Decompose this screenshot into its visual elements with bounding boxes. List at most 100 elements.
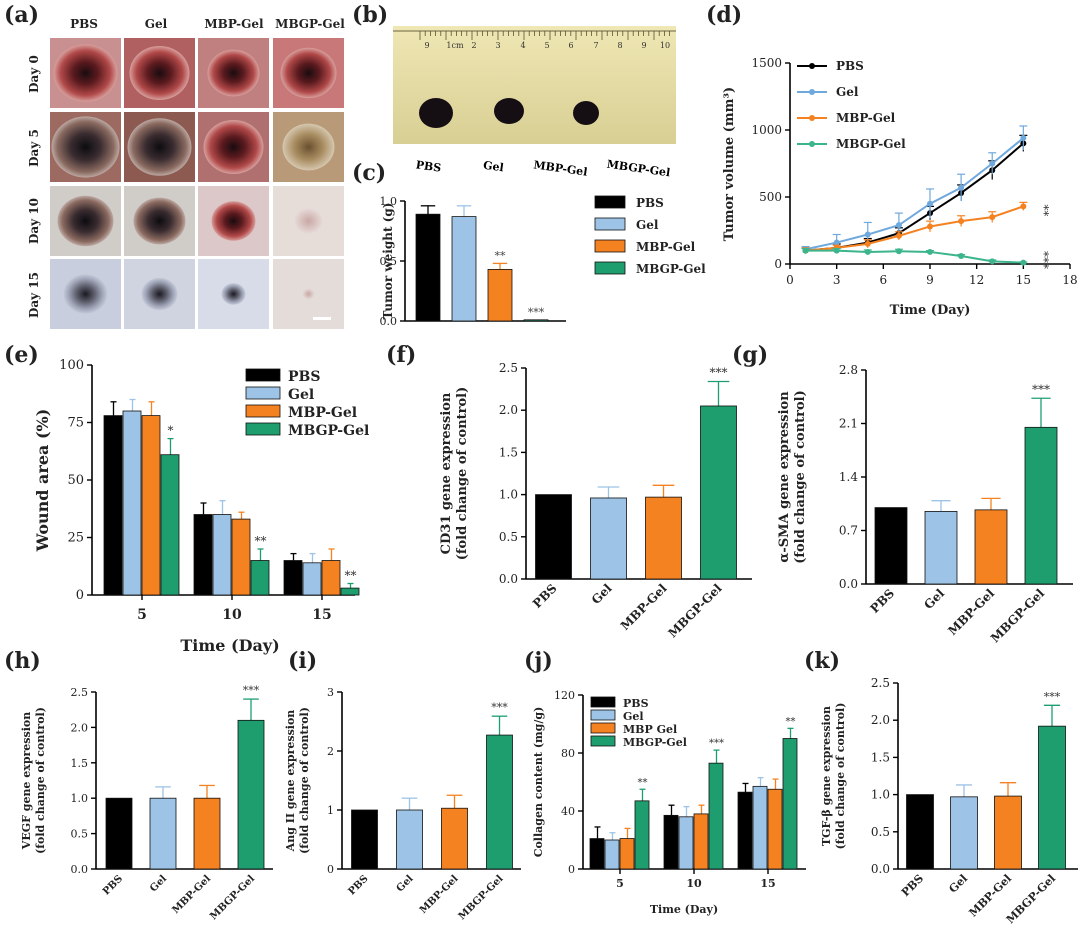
y-axis-label-sub: (fold change of control) [834, 703, 847, 850]
y-tick-label: 2.5 [871, 676, 890, 690]
significance-label: * [168, 424, 174, 438]
y-tick-label: 0.0 [71, 863, 89, 876]
legend-label-pbs: PBS [836, 59, 864, 73]
ruler-label: 9 [641, 41, 646, 50]
bar-mbp-gel [994, 795, 1022, 870]
y-tick-label: 25 [67, 531, 84, 546]
bar-mbp-gel [974, 509, 1008, 585]
y-tick-label: 0.5 [380, 255, 398, 268]
data-point-mbgp-gel [802, 247, 809, 254]
legend-label-mbgp-gel: MBGP-Gel [636, 262, 706, 276]
ruler-photo: 9 1cm 2 3 4 5 6 7 8 9 10 PBS Gel MBP-Gel MBGP-Gel [393, 26, 676, 179]
legend-label-pbs: PBS [623, 697, 649, 710]
legend-swatch-gel [245, 386, 281, 400]
photo-day-5-mbgp-gel-wound [282, 123, 335, 171]
data-point-mbgp-gel [1020, 259, 1027, 266]
series-line-gel [805, 137, 1024, 251]
bar-mbgp-gel [700, 405, 737, 580]
x-tick-label: 10 [222, 607, 242, 623]
legend-swatch-pbs [594, 195, 626, 209]
y-tick-label: 1.0 [380, 195, 398, 208]
significance-label: ** [786, 716, 796, 727]
x-tick-label: 6 [880, 273, 888, 287]
y-axis-label: α-SMA gene expression [777, 391, 792, 563]
photo-day-0-gel-wound [129, 46, 190, 100]
bar-mbp-gel-day-5 [141, 415, 161, 596]
x-tick-label-gel: Gel [395, 873, 416, 894]
y-tick-label: 1.4 [839, 470, 858, 484]
chart-d: 0 500 1000 1500 0 3 6 9 12 15 18 PBS Gel MBP-Gel MBGP-… [722, 56, 1078, 318]
bar-gel-day-15 [752, 785, 768, 870]
y-tick-label: 1000 [751, 123, 782, 137]
bar-pbs [906, 794, 934, 870]
ruler-sample-mbgp-gel: MBGP-Gel [606, 158, 671, 180]
y-axis-label: TGF-β gene expression [820, 706, 833, 846]
legend-label-mbp-gel: MBP-Gel [636, 240, 696, 254]
y-tick-label: 0 [568, 863, 575, 876]
y-tick-label: 1.0 [499, 488, 518, 502]
series-line-mbgp-gel [805, 249, 1024, 264]
bar-pbs-day-5 [103, 415, 123, 596]
photo-day-10-mbgp-gel-wound [294, 208, 323, 234]
bar-pbs [874, 507, 908, 585]
y-tick-label: 2.0 [871, 713, 890, 727]
bar-pbs-day-5 [589, 838, 605, 870]
y-tick-label: 3 [327, 686, 334, 699]
bar-mbp-gel [193, 797, 221, 870]
y-axis-label: VEGF gene expression [20, 712, 33, 850]
photo-day-10-pbs-wound [57, 195, 114, 247]
ruler-label: 4 [520, 41, 525, 50]
bar-mbgp-gel-day-10 [250, 560, 270, 596]
bar-pbs [535, 494, 572, 580]
bar-pbs-day-15 [283, 560, 303, 596]
y-tick-label: 1.5 [499, 445, 518, 459]
significance-label: *** [1037, 251, 1051, 269]
panel-letter-g: (g) [732, 342, 768, 368]
y-axis-label: Tumor weight (g) [381, 203, 395, 320]
y-tick-label: 1.0 [871, 788, 890, 802]
bar-mbp-gel-day-15 [321, 560, 341, 596]
photo-day-15-gel-wound [141, 277, 178, 311]
data-point-gel [958, 184, 965, 191]
panel-letter-e: (e) [4, 342, 39, 368]
legend-label-gel: Gel [623, 710, 644, 723]
bar-mbgp-gel-day-15 [340, 587, 360, 596]
photo-day-15-mbp-gel-wound [221, 283, 246, 305]
chart-e: 0 25 50 75 100 * 5 ** 10 ** 15 PBS Gel MBP-Gel MBGP-Ge… [33, 358, 369, 655]
legend-swatch-pbs [245, 368, 281, 382]
x-tick-label-gel: Gel [921, 586, 947, 612]
bar-mbgp-gel [1024, 426, 1058, 585]
photo-day-5-pbs-wound [51, 116, 120, 178]
significance-label: ** [1037, 204, 1051, 216]
legend-swatch-mbgp-gel [594, 261, 626, 275]
y-tick-label: 2.8 [839, 363, 858, 377]
y-axis-label-sub: (fold change of control) [34, 707, 47, 854]
y-tick-label: 1500 [751, 56, 782, 70]
bar-pbs [415, 213, 441, 322]
y-tick-label: 0.5 [499, 530, 518, 544]
bar-gel [950, 796, 978, 870]
significance-label: ** [345, 569, 357, 583]
bar-gel-day-5 [122, 410, 142, 596]
series-line-mbp-gel [805, 205, 1024, 252]
photo-day-5-gel-wound [127, 118, 192, 176]
ruler-label: 6 [568, 41, 573, 50]
bar-gel [149, 797, 177, 870]
bar-mbgp-gel [486, 734, 513, 870]
y-tick-label: 0 [327, 863, 334, 876]
x-tick-label-pbs: PBS [868, 586, 898, 616]
bar-gel [396, 809, 423, 870]
legend-swatch-mbgp-gel [590, 735, 616, 747]
col-label-mbgp-gel: MBGP-Gel [275, 17, 345, 31]
data-point-mbp-gel [895, 232, 902, 239]
photo-day-0-mbgp-gel-wound [280, 47, 337, 99]
tumor-mbp-gel [573, 101, 599, 125]
x-axis-label: Time (Day) [180, 636, 279, 655]
bar-mbp-gel [645, 496, 682, 580]
y-tick-label: 2.0 [499, 403, 518, 417]
